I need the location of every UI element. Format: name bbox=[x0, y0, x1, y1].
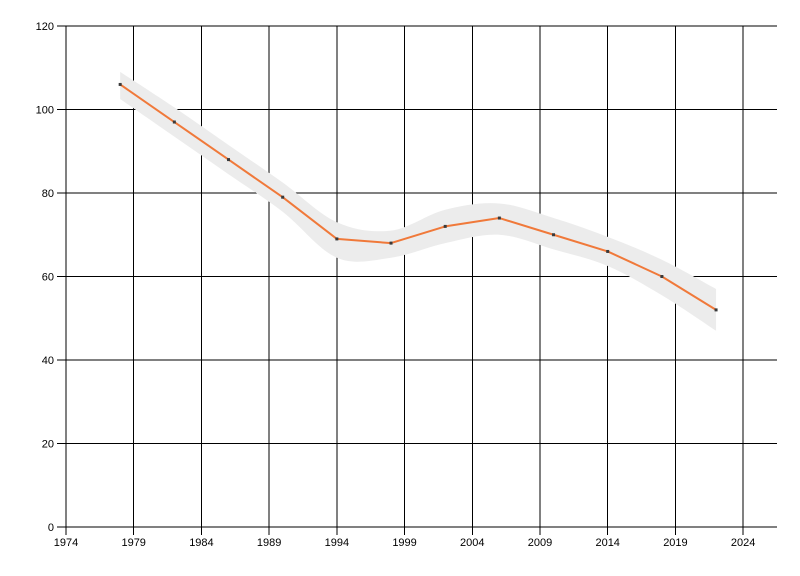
y-tick-label: 40 bbox=[42, 355, 54, 367]
x-tick-label: 1989 bbox=[257, 537, 281, 549]
y-tick-label: 20 bbox=[42, 439, 54, 451]
data-point-marker bbox=[172, 120, 176, 124]
y-tick-label: 0 bbox=[48, 522, 54, 534]
data-point-marker bbox=[281, 195, 285, 199]
data-point-marker bbox=[335, 237, 339, 241]
y-tick-label: 60 bbox=[42, 272, 54, 284]
confidence-band bbox=[120, 71, 717, 331]
data-point-marker bbox=[660, 275, 664, 278]
data-point-marker bbox=[118, 82, 122, 86]
x-tick-label: 1979 bbox=[121, 537, 145, 549]
data-point-marker bbox=[443, 224, 447, 228]
data-point-marker bbox=[606, 249, 610, 253]
trend-line bbox=[119, 83, 718, 311]
y-tick-label: 80 bbox=[42, 188, 54, 200]
data-point-marker bbox=[389, 241, 393, 245]
x-tick-label: 2004 bbox=[460, 537, 484, 549]
data-point-marker bbox=[552, 233, 556, 237]
x-tick-label: 1994 bbox=[325, 537, 349, 549]
x-tick-label: 1974 bbox=[54, 537, 78, 549]
data-point-marker bbox=[497, 216, 501, 220]
x-tick-label: 2024 bbox=[731, 537, 755, 549]
data-point-marker bbox=[227, 158, 231, 162]
data-point-marker bbox=[714, 308, 718, 312]
x-tick-label: 2019 bbox=[663, 537, 687, 549]
y-tick-label: 100 bbox=[36, 105, 54, 117]
x-tick-label: 1984 bbox=[189, 537, 213, 549]
y-tick-label: 120 bbox=[36, 21, 54, 33]
x-tick-label: 2009 bbox=[528, 537, 552, 549]
x-tick-label: 2014 bbox=[595, 537, 619, 549]
x-tick-label: 1999 bbox=[392, 537, 416, 549]
